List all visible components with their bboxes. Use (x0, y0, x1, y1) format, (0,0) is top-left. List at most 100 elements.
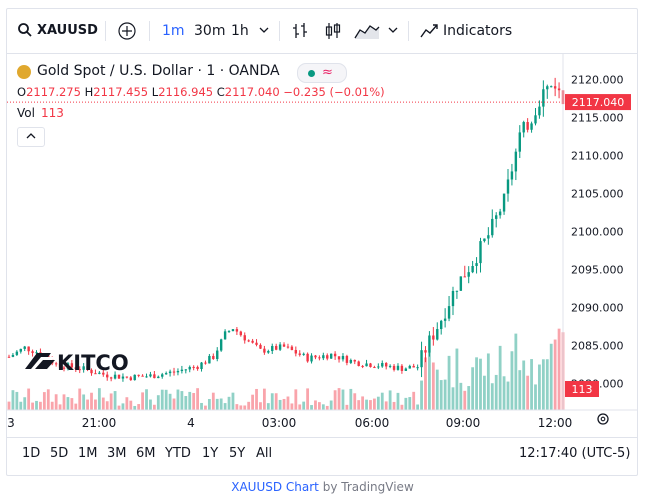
candle-body (436, 329, 439, 340)
candle-body (345, 355, 349, 363)
volume-bar (400, 404, 404, 410)
candle-body (495, 215, 498, 219)
clock-timezone[interactable]: 12:17:40 (UTC-5) (519, 446, 631, 461)
chart-link[interactable]: XAUUSD Chart (231, 480, 319, 494)
price-axis[interactable]: 2080.0002085.0002090.0002095.0002100.000… (571, 74, 624, 391)
volume-bar (215, 398, 219, 410)
volume-bar (526, 375, 530, 410)
price-tick-label: 2120.000 (571, 74, 624, 87)
volume-bar (58, 404, 62, 410)
volume-bar (149, 399, 152, 410)
candle-body (200, 362, 203, 370)
candle-body (471, 266, 474, 273)
range-3m[interactable]: 3M (107, 446, 127, 461)
candle-body (318, 357, 321, 359)
volume-bar (247, 401, 251, 410)
interval-30m[interactable]: 30m (194, 23, 226, 39)
volume-bar (298, 404, 302, 410)
volume-bar (392, 401, 396, 410)
candle-body (121, 376, 125, 379)
volume-bar (133, 405, 137, 410)
candle-body (98, 372, 101, 374)
volume-bar (439, 380, 443, 410)
candle-body (290, 346, 294, 351)
candle-body (231, 329, 235, 332)
candle-body (106, 374, 109, 378)
candle-body (557, 88, 561, 91)
volume-bar (471, 367, 475, 410)
range-ytd[interactable]: YTD (165, 446, 191, 461)
time-tick-label: 21:00 (82, 416, 117, 430)
compare-add-icon[interactable] (117, 21, 137, 47)
area-chart-type-icon[interactable] (354, 21, 380, 47)
candle-body (369, 363, 372, 368)
bar-chart-type-icon[interactable] (290, 21, 310, 47)
volume-bar (498, 345, 502, 410)
volume-bar (156, 395, 160, 410)
volume-bar (553, 339, 557, 410)
volume-bar (251, 394, 255, 410)
high-value: 2117.455 (93, 85, 149, 99)
candle-body (192, 366, 195, 368)
price-chart[interactable]: 2080.0002085.0002090.0002095.0002100.000… (7, 53, 637, 439)
volume-bar (314, 400, 317, 410)
range-1y[interactable]: 1Y (202, 446, 219, 461)
volume-bar (46, 389, 50, 410)
volume-bar (412, 391, 416, 410)
chevron-down-icon[interactable] (259, 21, 269, 41)
volume-bar (384, 401, 388, 410)
range-1d[interactable]: 1D (22, 446, 41, 461)
settings-gear-icon[interactable] (597, 413, 609, 425)
volume-bar (404, 397, 408, 410)
candle-body (208, 355, 211, 364)
market-status-badge[interactable]: ≈ (297, 63, 347, 83)
candle-body (526, 122, 529, 130)
candle-body (141, 375, 144, 377)
chevron-down-icon[interactable] (388, 21, 398, 41)
volume-bar (274, 393, 278, 410)
volume-bar (192, 393, 196, 410)
volume-bar (534, 384, 537, 410)
time-tick-label: 12:00 (538, 416, 573, 430)
interval-1m[interactable]: 1m (162, 23, 185, 39)
volume-bar (90, 392, 93, 410)
search-icon[interactable] (17, 21, 33, 41)
volume-bar (160, 389, 164, 410)
range-bar (7, 437, 637, 475)
time-tick-label: 4 (187, 416, 195, 430)
candles-chart-type-icon[interactable] (323, 21, 343, 47)
candle-body (23, 346, 26, 349)
volume-bar (459, 382, 463, 410)
indicators-button[interactable]: Indicators (443, 23, 513, 39)
candle-body (353, 359, 356, 362)
time-axis[interactable]: 3 21:00 4 03:00 06:00 09:00 12:00 (7, 416, 572, 430)
collapse-legend-button[interactable] (17, 127, 45, 147)
candle-body (502, 193, 506, 212)
volume-bar (282, 398, 286, 410)
candle-body (432, 335, 435, 340)
volume-bar (54, 394, 58, 410)
candle-body (487, 235, 490, 239)
volume-bar (361, 396, 365, 410)
range-1m[interactable]: 1M (78, 446, 98, 461)
volume-bar (152, 404, 156, 410)
volume-bar (329, 400, 333, 410)
volume-bar (333, 390, 337, 410)
volume-bar (204, 405, 207, 410)
interval-1h[interactable]: 1h (231, 23, 249, 39)
candle-body (365, 363, 368, 367)
volume-bar (223, 403, 227, 410)
candle-body (31, 351, 34, 353)
indicators-icon[interactable] (419, 21, 439, 47)
candle-body (227, 331, 231, 333)
range-6m[interactable]: 6M (136, 446, 156, 461)
candle-body (538, 106, 541, 116)
range-5d[interactable]: 5D (50, 446, 69, 461)
volume-bar (388, 390, 392, 410)
symbol-label[interactable]: XAUUSD (37, 23, 98, 38)
open-label: O (17, 85, 27, 99)
candle-body (439, 320, 443, 330)
candle-body (164, 373, 168, 375)
range-all[interactable]: All (256, 446, 273, 461)
range-5y[interactable]: 5Y (229, 446, 246, 461)
